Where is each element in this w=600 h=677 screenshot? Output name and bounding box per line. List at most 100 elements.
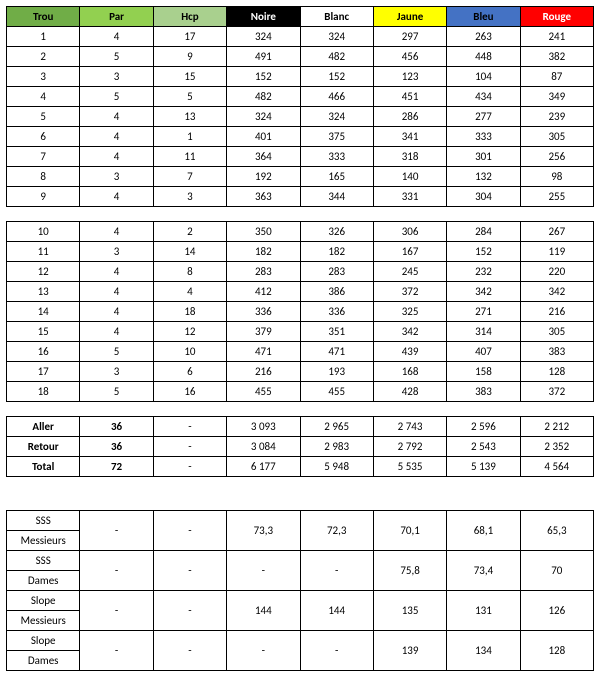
rating-par: - [80, 591, 153, 631]
cell-par: 4 [80, 147, 153, 167]
rating-rouge: 128 [520, 631, 593, 671]
total-row: Aller36-3 0932 9652 7432 5962 212 [7, 417, 594, 437]
cell-blanc: 336 [300, 302, 373, 322]
rating-noire: 73,3 [227, 511, 300, 551]
cell-blanc: 482 [300, 47, 373, 67]
cell-rouge: 383 [520, 342, 593, 362]
cell-noire: 482 [227, 87, 300, 107]
rating-label2: Messieurs [7, 611, 80, 631]
cell-jaune: 167 [373, 242, 446, 262]
cell-bleu: 333 [447, 127, 520, 147]
cell-jaune: 428 [373, 382, 446, 402]
cell-hcp: 17 [153, 27, 226, 47]
back9-table: 1042350326306284267113141821821671521191… [6, 221, 594, 402]
total-blanc: 2 965 [300, 417, 373, 437]
total-par: 72 [80, 457, 153, 477]
cell-blanc: 182 [300, 242, 373, 262]
cell-jaune: 140 [373, 167, 446, 187]
cell-rouge: 119 [520, 242, 593, 262]
total-label: Retour [7, 437, 80, 457]
cell-jaune: 342 [373, 322, 446, 342]
hole-row: 1417324324297263241 [7, 27, 594, 47]
col-trou: Trou [7, 7, 80, 27]
total-jaune: 2 743 [373, 417, 446, 437]
cell-bleu: 448 [447, 47, 520, 67]
cell-jaune: 451 [373, 87, 446, 107]
cell-hcp: 5 [153, 87, 226, 107]
cell-jaune: 245 [373, 262, 446, 282]
rating-label1: SSS [7, 551, 80, 571]
totals-table: Aller36-3 0932 9652 7432 5962 212Retour3… [6, 416, 594, 477]
cell-rouge: 382 [520, 47, 593, 67]
cell-jaune: 439 [373, 342, 446, 362]
cell-par: 4 [80, 282, 153, 302]
ratings-table: SSS--73,372,370,168,165,3MessieursSSS---… [6, 491, 594, 671]
total-par: 36 [80, 417, 153, 437]
cell-trou: 15 [7, 322, 80, 342]
rating-hcp: - [153, 511, 226, 551]
cell-jaune: 341 [373, 127, 446, 147]
cell-blanc: 326 [300, 222, 373, 242]
rating-blanc: 144 [300, 591, 373, 631]
rating-label1: SSS [7, 511, 80, 531]
cell-par: 4 [80, 262, 153, 282]
cell-blanc: 375 [300, 127, 373, 147]
total-noire: 3 093 [227, 417, 300, 437]
cell-blanc: 283 [300, 262, 373, 282]
cell-jaune: 456 [373, 47, 446, 67]
total-jaune: 2 792 [373, 437, 446, 457]
rating-bleu: 134 [447, 631, 520, 671]
cell-noire: 192 [227, 167, 300, 187]
total-row: Retour36-3 0842 9832 7922 5432 352 [7, 437, 594, 457]
col-blanc: Blanc [300, 7, 373, 27]
cell-blanc: 455 [300, 382, 373, 402]
total-hcp: - [153, 437, 226, 457]
cell-rouge: 267 [520, 222, 593, 242]
cell-noire: 412 [227, 282, 300, 302]
front9-table: Trou Par Hcp Noire Blanc Jaune Bleu Roug… [6, 6, 594, 207]
total-rouge: 4 564 [520, 457, 593, 477]
rating-par: - [80, 551, 153, 591]
cell-jaune: 318 [373, 147, 446, 167]
cell-bleu: 132 [447, 167, 520, 187]
cell-blanc: 333 [300, 147, 373, 167]
rating-noire: 144 [227, 591, 300, 631]
total-rouge: 2 212 [520, 417, 593, 437]
cell-bleu: 314 [447, 322, 520, 342]
total-row: Total72-6 1775 9485 5355 1394 564 [7, 457, 594, 477]
col-rouge: Rouge [520, 7, 593, 27]
cell-hcp: 2 [153, 222, 226, 242]
total-label: Total [7, 457, 80, 477]
cell-jaune: 286 [373, 107, 446, 127]
cell-rouge: 220 [520, 262, 593, 282]
rating-blanc: 72,3 [300, 511, 373, 551]
cell-rouge: 239 [520, 107, 593, 127]
cell-rouge: 128 [520, 362, 593, 382]
total-rouge: 2 352 [520, 437, 593, 457]
rating-rouge: 65,3 [520, 511, 593, 551]
cell-noire: 363 [227, 187, 300, 207]
cell-rouge: 256 [520, 147, 593, 167]
rating-jaune: 135 [373, 591, 446, 631]
cell-par: 4 [80, 127, 153, 147]
cell-hcp: 9 [153, 47, 226, 67]
cell-trou: 13 [7, 282, 80, 302]
col-noire: Noire [227, 7, 300, 27]
cell-bleu: 104 [447, 67, 520, 87]
cell-trou: 6 [7, 127, 80, 147]
cell-par: 4 [80, 322, 153, 342]
hole-row: 1736216193168158128 [7, 362, 594, 382]
rating-label2: Dames [7, 571, 80, 591]
rating-par: - [80, 511, 153, 551]
cell-bleu: 284 [447, 222, 520, 242]
cell-blanc: 165 [300, 167, 373, 187]
rating-jaune: 139 [373, 631, 446, 671]
rating-rouge: 126 [520, 591, 593, 631]
cell-noire: 216 [227, 362, 300, 382]
hole-row: 1042350326306284267 [7, 222, 594, 242]
rating-bleu: 73,4 [447, 551, 520, 591]
cell-blanc: 351 [300, 322, 373, 342]
total-label: Aller [7, 417, 80, 437]
cell-hcp: 13 [153, 107, 226, 127]
cell-bleu: 158 [447, 362, 520, 382]
